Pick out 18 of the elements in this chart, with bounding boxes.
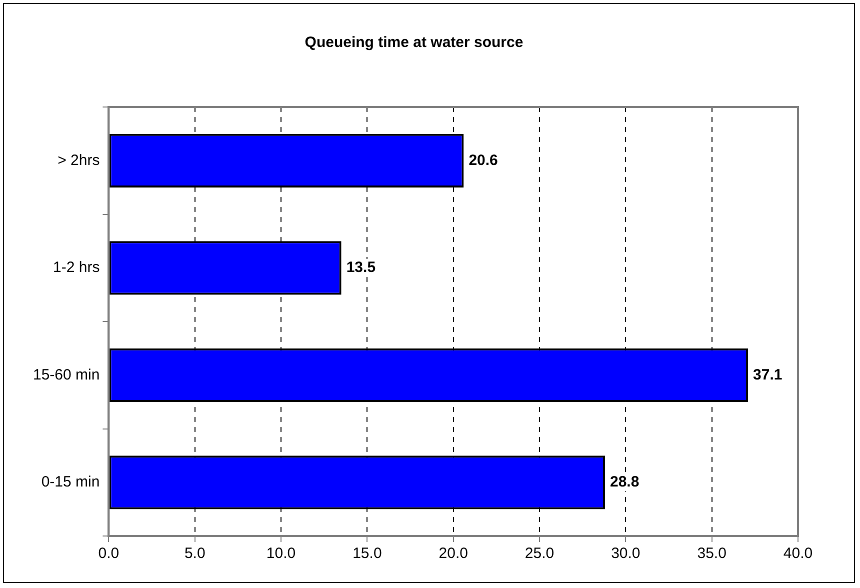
- x-tick-label: 20.0: [438, 545, 468, 562]
- y-tick-label: 1-2 hrs: [53, 259, 100, 276]
- data-label: 13.5: [346, 259, 376, 276]
- y-tick-label: > 2hrs: [58, 152, 100, 169]
- x-tick-label: 15.0: [352, 545, 382, 562]
- data-label: 20.6: [468, 152, 498, 169]
- data-label: 37.1: [753, 366, 782, 384]
- x-tick-label: 0.0: [98, 545, 120, 562]
- x-tick-label: 25.0: [524, 545, 554, 562]
- y-tick-label: 0-15 min: [41, 474, 100, 491]
- x-tick-label: 5.0: [184, 545, 206, 562]
- x-tick-label: 10.0: [266, 545, 296, 562]
- chart-title: Queueing time at water source: [304, 34, 524, 52]
- x-tick-label: 35.0: [697, 545, 726, 562]
- y-tick-label: 15-60 min: [33, 366, 100, 384]
- x-tick-label: 40.0: [783, 545, 813, 562]
- x-tick-label: 30.0: [611, 545, 640, 562]
- data-label: 28.8: [610, 474, 640, 491]
